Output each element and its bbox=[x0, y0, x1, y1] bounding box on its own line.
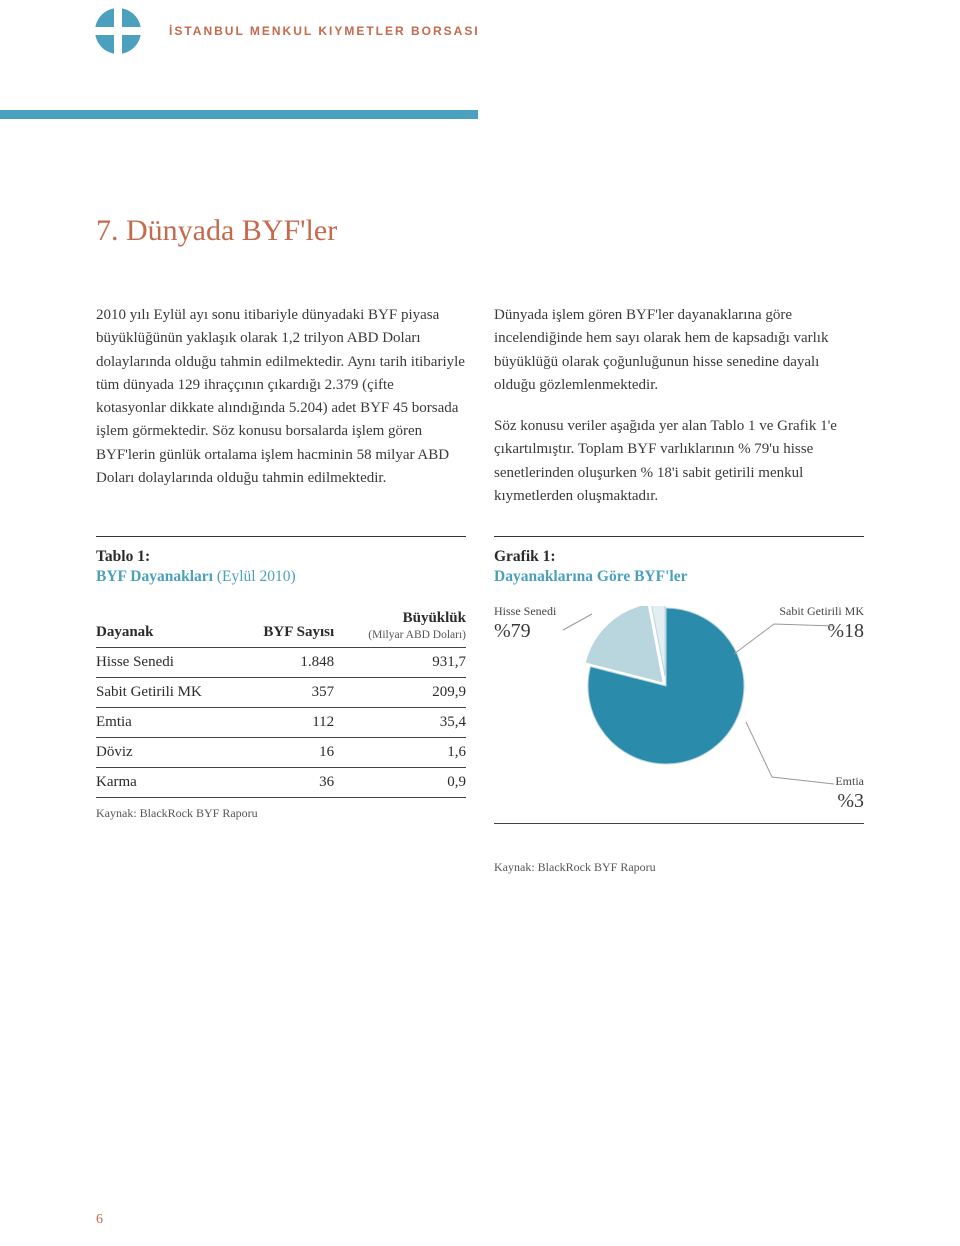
table-section: Tablo 1: BYF Dayanakları (Eylül 2010) Da… bbox=[96, 536, 466, 875]
chart-section: Grafik 1: Dayanaklarına Göre BYF'ler His… bbox=[494, 536, 864, 875]
page-content: 7. Dünyada BYF'ler 2010 yılı Eylül ayı s… bbox=[0, 54, 960, 875]
table-subtitle-strong: BYF Dayanakları bbox=[96, 568, 213, 585]
table-caption: Kaynak: BlackRock BYF Raporu bbox=[96, 806, 466, 821]
table-row: Hisse Senedi1.848931,7 bbox=[96, 647, 466, 677]
data-table: Dayanak BYF Sayısı Büyüklük (Milyar ABD … bbox=[96, 604, 466, 798]
table-cell: 931,7 bbox=[334, 647, 466, 677]
table-cell: Emtia bbox=[96, 707, 239, 737]
table-cell: 16 bbox=[239, 737, 334, 767]
pie-slice-label: Hisse Senedi %79 bbox=[494, 604, 556, 643]
page-heading: 7. Dünyada BYF'ler bbox=[96, 214, 864, 248]
table-cell: 209,9 bbox=[334, 677, 466, 707]
body-column-right: Dünyada işlem gören BYF'ler dayanakların… bbox=[494, 304, 864, 508]
pie-slice-pct: %18 bbox=[779, 619, 864, 643]
table-col-header: Dayanak bbox=[96, 604, 239, 648]
table-cell: 1.848 bbox=[239, 647, 334, 677]
pie-slice-pct: %79 bbox=[494, 619, 556, 643]
table-row: Sabit Getirili MK357209,9 bbox=[96, 677, 466, 707]
page-number: 6 bbox=[96, 1212, 103, 1228]
table-subtitle-light: (Eylül 2010) bbox=[213, 568, 296, 585]
table-cell: 1,6 bbox=[334, 737, 466, 767]
body-paragraph: 2010 yılı Eylül ayı sonu itibariyle düny… bbox=[96, 304, 466, 490]
body-column-left: 2010 yılı Eylül ayı sonu itibariyle düny… bbox=[96, 304, 466, 508]
table-cell: Döviz bbox=[96, 737, 239, 767]
table-cell: 112 bbox=[239, 707, 334, 737]
table-col-header-label: Büyüklük bbox=[403, 610, 466, 626]
table-cell: Karma bbox=[96, 767, 239, 797]
chart-title: Grafik 1: bbox=[494, 547, 864, 568]
pie-slice-label: Emtia %3 bbox=[835, 774, 864, 813]
table-col-header: Büyüklük (Milyar ABD Doları) bbox=[334, 604, 466, 648]
pie-chart-svg bbox=[586, 606, 746, 766]
table-cell: 357 bbox=[239, 677, 334, 707]
accent-bar bbox=[0, 110, 478, 119]
table-col-header: BYF Sayısı bbox=[239, 604, 334, 648]
table-subtitle: BYF Dayanakları (Eylül 2010) bbox=[96, 568, 466, 586]
table-cell: 36 bbox=[239, 767, 334, 797]
table-cell: 0,9 bbox=[334, 767, 466, 797]
table-row: Döviz161,6 bbox=[96, 737, 466, 767]
table-title: Tablo 1: bbox=[96, 547, 466, 568]
pie-slice-label: Sabit Getirili MK %18 bbox=[779, 604, 864, 643]
brand-name: İSTANBUL MENKUL KIYMETLER BORSASI bbox=[169, 24, 480, 38]
table-cell: 35,4 bbox=[334, 707, 466, 737]
table-row: Karma360,9 bbox=[96, 767, 466, 797]
chart-bottom-rule bbox=[494, 823, 864, 824]
brand-logo-icon bbox=[95, 8, 141, 54]
pie-slice-name: Hisse Senedi bbox=[494, 604, 556, 618]
document-header: İSTANBUL MENKUL KIYMETLER BORSASI bbox=[0, 0, 960, 54]
table-header-row: Dayanak BYF Sayısı Büyüklük (Milyar ABD … bbox=[96, 604, 466, 648]
body-paragraph: Dünyada işlem gören BYF'ler dayanakların… bbox=[494, 304, 864, 397]
table-row: Emtia11235,4 bbox=[96, 707, 466, 737]
pie-chart: Hisse Senedi %79 Sabit Getirili MK %18 E… bbox=[494, 604, 864, 824]
lower-sections: Tablo 1: BYF Dayanakları (Eylül 2010) Da… bbox=[96, 536, 864, 875]
pie-slice-name: Sabit Getirili MK bbox=[779, 604, 864, 618]
table-cell: Sabit Getirili MK bbox=[96, 677, 239, 707]
pie-slice-pct: %3 bbox=[835, 789, 864, 813]
pie-slice-name: Emtia bbox=[835, 774, 864, 788]
body-columns: 2010 yılı Eylül ayı sonu itibariyle düny… bbox=[96, 304, 864, 508]
body-paragraph: Söz konusu veriler aşağıda yer alan Tabl… bbox=[494, 415, 864, 508]
chart-caption: Kaynak: BlackRock BYF Raporu bbox=[494, 860, 864, 875]
chart-subtitle: Dayanaklarına Göre BYF'ler bbox=[494, 568, 864, 586]
table-col-header-sub: (Milyar ABD Doları) bbox=[334, 629, 466, 641]
table-cell: Hisse Senedi bbox=[96, 647, 239, 677]
